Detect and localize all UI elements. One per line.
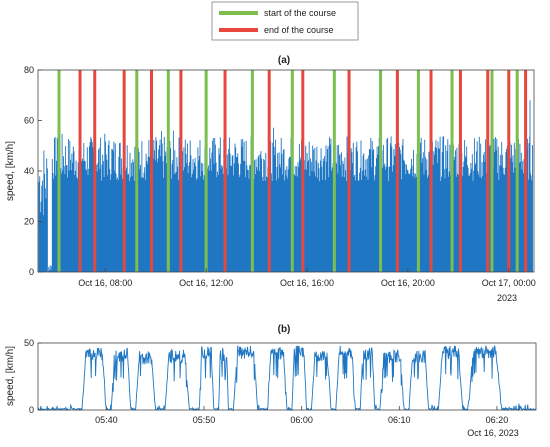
chart-a-plot-area <box>38 70 533 272</box>
chart-b-date-label: Oct 16, 2023 <box>467 428 519 438</box>
chart-b: (b) 0 50 05:40 05:50 06:00 06:10 06:20 speed,… <box>5 324 537 438</box>
chart-b-ylabel: speed, [km/h] <box>5 346 16 406</box>
chart-a-y-tick-label: 0 <box>29 267 34 277</box>
chart-a-y-axis: 0 20 40 60 80 <box>24 65 42 277</box>
legend-label-end: end of the course <box>264 25 334 35</box>
legend-entry-start: start of the course <box>219 8 336 18</box>
legend-entry-end: end of the course <box>219 25 334 35</box>
chart-b-x-axis: 05:40 05:50 06:00 06:10 06:20 <box>95 406 508 425</box>
chart-a-year-label: 2023 <box>497 293 517 303</box>
chart-b-y-tick-label: 0 <box>29 405 34 415</box>
chart-a-y-tick-label: 80 <box>24 65 34 75</box>
chart-a-x-axis: Oct 16, 08:00 Oct 16, 12:00 Oct 16, 16:00 O… <box>78 268 536 288</box>
chart-a-ylabel: speed, [km/h] <box>5 141 16 201</box>
chart-b-frame <box>37 342 537 411</box>
chart-a-x-tick-label: Oct 16, 20:00 <box>381 278 435 288</box>
chart-b-y-axis: 0 50 <box>24 338 42 415</box>
chart-a-title: (a) <box>278 55 290 66</box>
chart-a-x-tick-label: Oct 16, 08:00 <box>78 278 132 288</box>
legend-label-start: start of the course <box>264 8 336 18</box>
chart-a-y-tick-label: 20 <box>24 217 34 227</box>
legend-box <box>211 1 359 41</box>
chart-a-speed-series <box>38 100 533 272</box>
chart-b-x-tick-label: 05:40 <box>95 415 118 425</box>
chart-a-x-tick-label: Oct 16, 12:00 <box>179 278 233 288</box>
chart-b-title: (b) <box>278 324 291 335</box>
chart-b-x-tick-label: 06:20 <box>486 415 509 425</box>
chart-b-plot-area <box>37 345 536 412</box>
legend: start of the course end of the course <box>211 1 359 41</box>
chart-a-x-tick-label: Oct 17, 00:00 <box>482 278 536 288</box>
chart-a-y-tick-label: 40 <box>24 166 34 176</box>
chart-b-x-tick-label: 05:50 <box>193 415 216 425</box>
chart-a-x-tick-label: Oct 16, 16:00 <box>280 278 334 288</box>
chart-a: (a) 0 20 40 60 80 Oct 16, 08:00 Oct 16, 12:00… <box>5 55 536 303</box>
chart-b-speed-series <box>37 345 536 412</box>
chart-b-y-tick-label: 50 <box>24 338 34 348</box>
chart-a-y-tick-label: 60 <box>24 116 34 126</box>
chart-b-x-tick-label: 06:10 <box>388 415 411 425</box>
chart-b-x-tick-label: 06:00 <box>290 415 313 425</box>
